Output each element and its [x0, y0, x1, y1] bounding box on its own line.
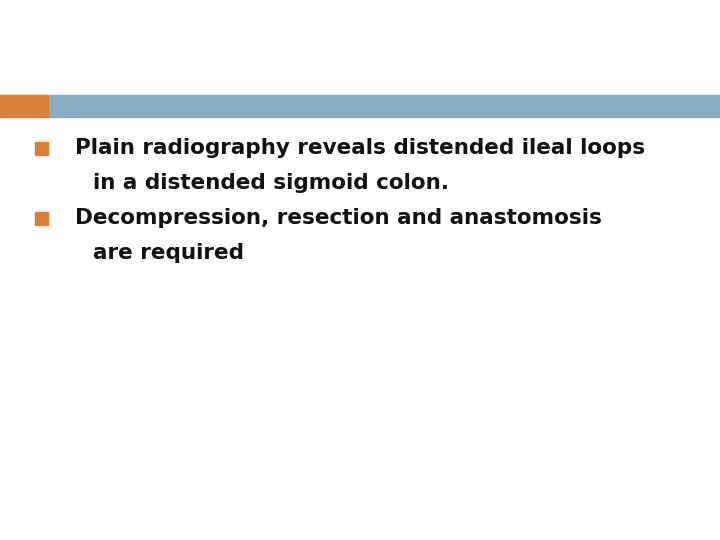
Bar: [0, 95, 720, 117]
Bar: [35, 212, 48, 225]
Text: in a distended sigmoid colon.: in a distended sigmoid colon.: [93, 173, 449, 193]
Text: Decompression, resection and anastomosis: Decompression, resection and anastomosis: [75, 208, 602, 228]
Bar: [35, 141, 48, 154]
Text: are required: are required: [93, 243, 244, 263]
Text: Plain radiography reveals distended ileal loops: Plain radiography reveals distended ilea…: [75, 138, 645, 158]
Bar: [0, 95, 48, 117]
